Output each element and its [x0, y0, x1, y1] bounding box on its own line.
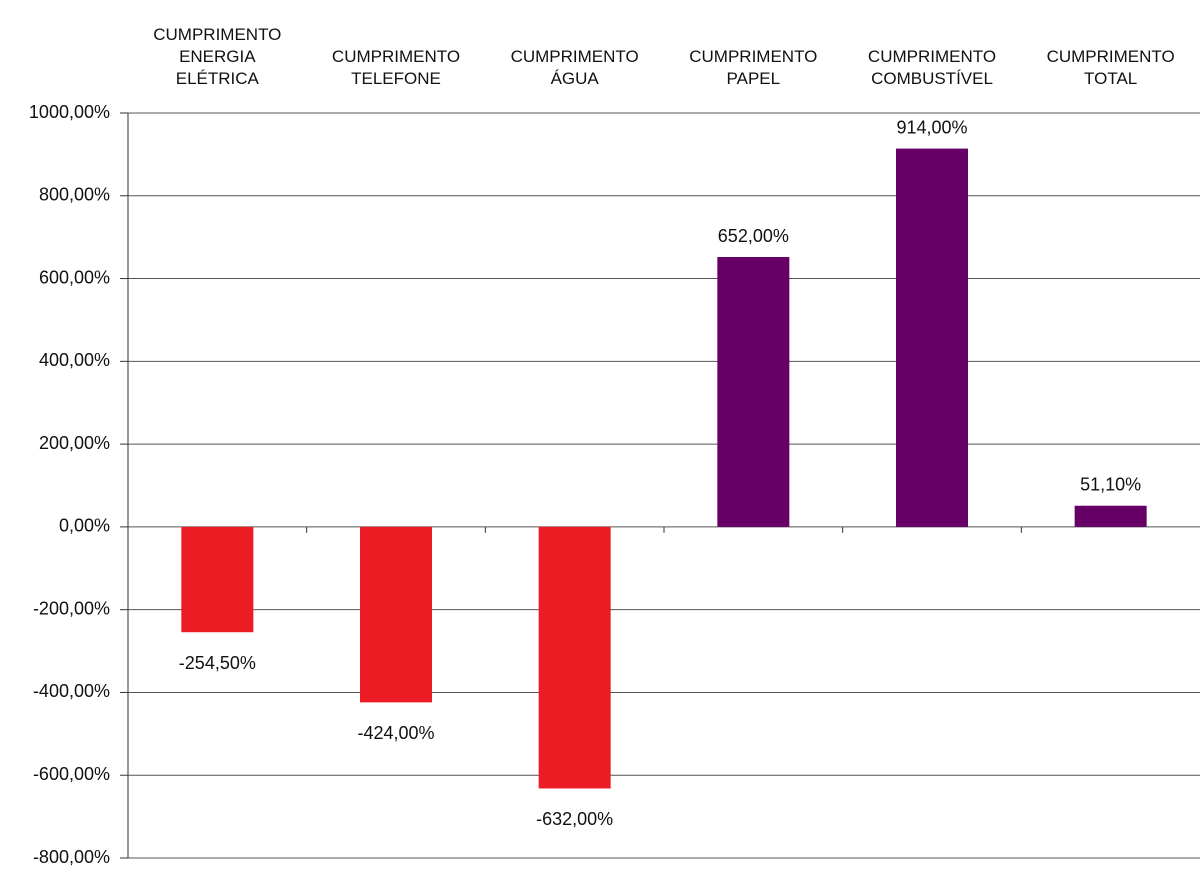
- bar: [717, 257, 790, 527]
- data-label: 51,10%: [1080, 474, 1141, 494]
- category-label: CUMPRIMENTO COMBUSTÍVEL: [867, 47, 997, 88]
- y-tick-label: 600,00%: [39, 267, 110, 287]
- bar: [181, 526, 254, 633]
- category-label: CUMPRIMENTO ENERGIA ELÉTRICA: [153, 25, 282, 88]
- category-label: CUMPRIMENTO TOTAL: [1046, 47, 1175, 88]
- bar: [538, 526, 611, 789]
- data-label: -632,00%: [536, 809, 613, 829]
- y-tick-label: 0,00%: [59, 516, 110, 536]
- y-tick-label: -200,00%: [33, 598, 110, 618]
- category-label: CUMPRIMENTO PAPEL: [689, 47, 818, 88]
- y-tick-label: 1000,00%: [29, 102, 110, 122]
- data-label: -424,00%: [357, 723, 434, 743]
- bar: [360, 526, 432, 703]
- y-tick-label: -800,00%: [33, 847, 110, 867]
- y-tick-label: 800,00%: [39, 185, 110, 205]
- bar: [896, 148, 968, 527]
- bar: [1074, 505, 1147, 527]
- y-tick-label: 400,00%: [39, 350, 110, 370]
- y-tick-label: 200,00%: [39, 433, 110, 453]
- y-tick-label: -600,00%: [33, 764, 110, 784]
- data-label: 914,00%: [896, 117, 967, 137]
- y-tick-label: -400,00%: [33, 681, 110, 701]
- category-label: CUMPRIMENTO ÁGUA: [510, 47, 639, 88]
- data-label: -254,50%: [179, 653, 256, 673]
- category-label: CUMPRIMENTO TELEFONE: [331, 47, 461, 88]
- data-label: 652,00%: [718, 226, 789, 246]
